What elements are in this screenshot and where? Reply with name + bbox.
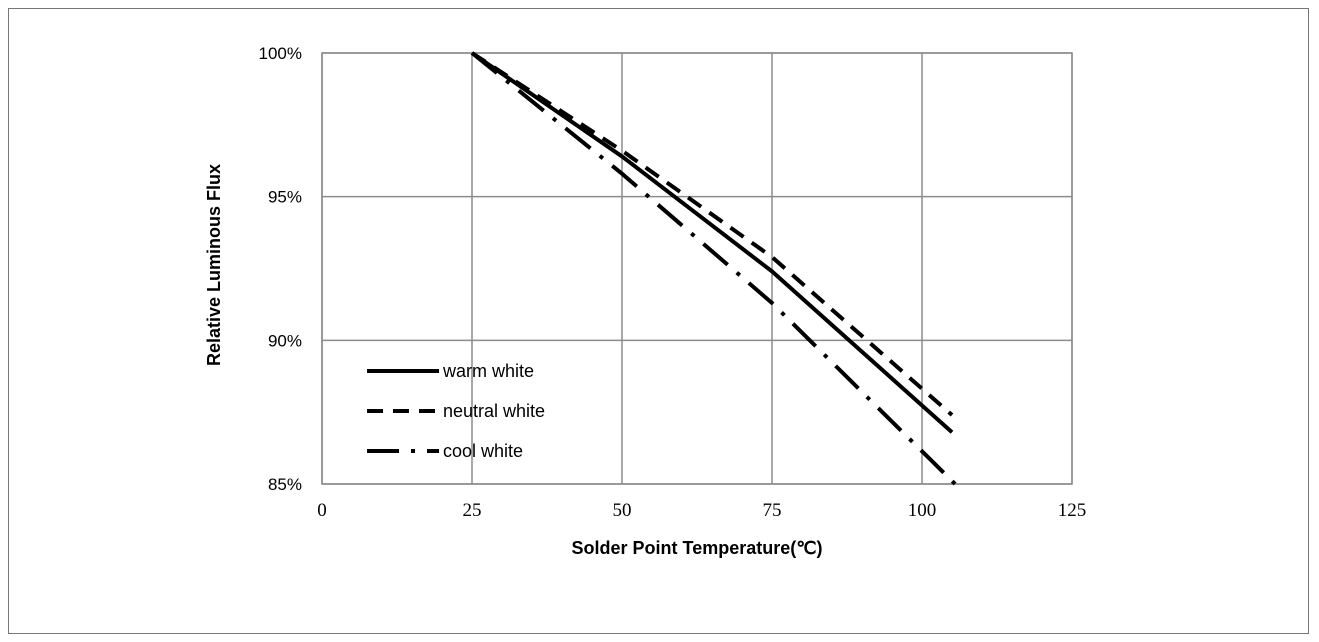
x-tick-labels: 0 25 50 75 100 125 (317, 500, 1086, 521)
y-tick-label: 100% (259, 44, 302, 63)
y-tick-labels: 100% 95% 90% 85% (259, 44, 302, 494)
grid-lines (321, 52, 1073, 485)
y-axis-title: Relative Luminous Flux (204, 164, 224, 366)
x-tick-label: 25 (463, 500, 482, 521)
x-axis-title: Solder Point Temperature(℃) (572, 538, 823, 558)
y-tick-label: 95% (268, 188, 302, 207)
x-tick-label: 100 (908, 500, 937, 521)
series-line-cool-white (470, 51, 960, 489)
x-tick-label: 50 (613, 500, 632, 521)
legend-label: warm white (442, 361, 534, 381)
chart-frame: 100% 95% 90% 85% 0 25 50 75 100 125 Relative Lum… (8, 8, 1309, 634)
chart-svg: 100% 95% 90% 85% 0 25 50 75 100 125 Relative Lum… (204, 44, 1086, 558)
x-tick-label: 75 (763, 500, 782, 521)
legend: warm white neutral white cool white (367, 361, 545, 461)
plot-area-border (321, 52, 1073, 485)
y-tick-label: 90% (268, 331, 302, 350)
series-line-neutral-white (470, 51, 954, 417)
series-lines (470, 51, 960, 489)
y-tick-label: 85% (268, 475, 302, 494)
series-line-warm-white (470, 51, 954, 434)
x-tick-label: 0 (317, 500, 327, 521)
x-tick-label: 125 (1058, 500, 1087, 521)
legend-label: cool white (443, 441, 523, 461)
legend-label: neutral white (443, 401, 545, 421)
